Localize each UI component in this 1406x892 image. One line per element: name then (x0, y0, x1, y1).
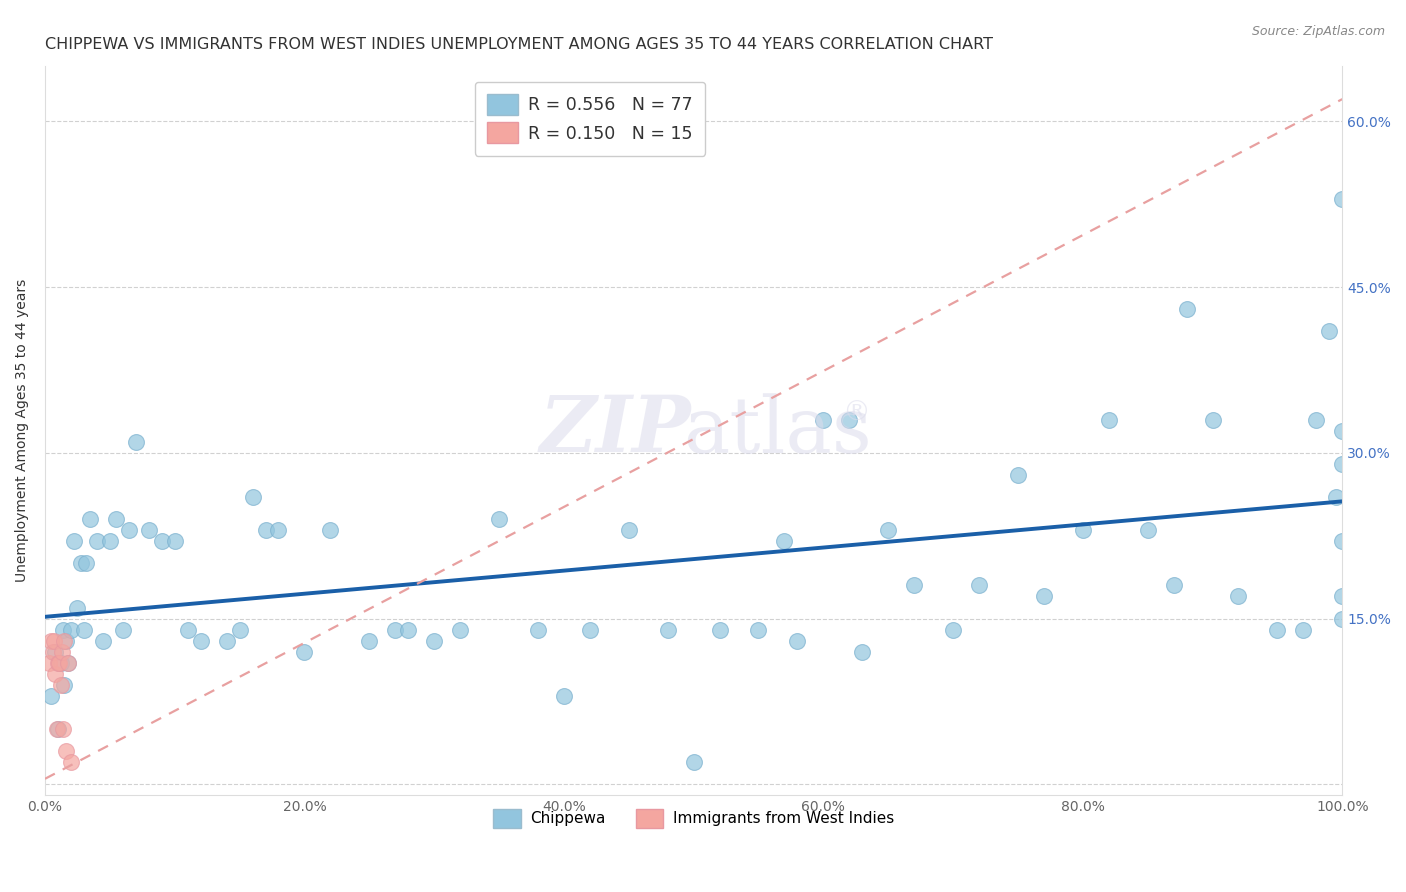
Point (942, 623, 965, 637)
Point (747, 623, 769, 637)
Point (786, 633, 808, 648)
Point (1305, 412, 1327, 426)
Point (1032, 590, 1054, 604)
Point (38, 656, 60, 670)
Point (488, 512, 510, 526)
Point (70, 557, 93, 571)
Point (709, 623, 731, 637)
Point (55, 633, 77, 648)
Point (1136, 523, 1159, 537)
Y-axis label: Unemployment Among Ages 35 to 44 years: Unemployment Among Ages 35 to 44 years (15, 279, 30, 582)
Point (1331, 611, 1354, 625)
Point (79, 512, 101, 526)
Point (52, 722, 75, 736)
Point (76, 557, 98, 571)
Point (44, 666, 66, 681)
Point (59, 756, 82, 770)
Point (1007, 467, 1029, 482)
Point (1331, 424, 1354, 438)
Point (1331, 534, 1354, 549)
Point (45, 722, 67, 736)
Point (48, 656, 70, 670)
Point (254, 523, 277, 537)
Text: ®: ® (842, 399, 870, 426)
Point (42, 633, 65, 648)
Point (396, 623, 419, 637)
Point (105, 512, 128, 526)
Point (294, 645, 316, 659)
Point (1317, 324, 1340, 338)
Point (851, 645, 873, 659)
Point (1292, 623, 1315, 637)
Point (42, 645, 65, 659)
Point (682, 756, 704, 770)
Point (838, 412, 860, 426)
Text: atlas: atlas (683, 392, 872, 468)
Point (903, 578, 925, 592)
Point (1324, 490, 1347, 504)
Point (49, 656, 72, 670)
Point (1098, 412, 1121, 426)
Point (384, 623, 406, 637)
Text: Source: ZipAtlas.com: Source: ZipAtlas.com (1251, 25, 1385, 38)
Point (267, 523, 290, 537)
Point (449, 623, 471, 637)
Point (125, 434, 148, 449)
Point (55, 744, 77, 758)
Point (73, 623, 96, 637)
Point (190, 633, 212, 648)
Point (49, 678, 72, 692)
Point (62, 534, 84, 549)
Point (46, 656, 69, 670)
Point (51, 645, 73, 659)
Point (1227, 590, 1250, 604)
Point (53, 633, 76, 648)
Point (59, 623, 82, 637)
Point (163, 534, 186, 549)
Point (1267, 623, 1289, 637)
Point (319, 523, 342, 537)
Point (118, 523, 141, 537)
Text: ZIP: ZIP (540, 392, 692, 469)
Point (1071, 523, 1094, 537)
Point (98, 534, 121, 549)
Point (813, 412, 835, 426)
Point (242, 490, 264, 504)
Point (1201, 412, 1223, 426)
Point (1331, 192, 1354, 206)
Point (657, 623, 679, 637)
Point (215, 633, 238, 648)
Point (46, 722, 69, 736)
Point (228, 623, 250, 637)
Point (93, 633, 115, 648)
Point (66, 600, 89, 615)
Point (877, 523, 900, 537)
Text: CHIPPEWA VS IMMIGRANTS FROM WEST INDIES UNEMPLOYMENT AMONG AGES 35 TO 44 YEARS C: CHIPPEWA VS IMMIGRANTS FROM WEST INDIES … (45, 37, 993, 53)
Point (41, 689, 63, 703)
Point (138, 523, 160, 537)
Point (41, 633, 63, 648)
Point (53, 678, 76, 692)
Point (579, 623, 602, 637)
Point (553, 689, 575, 703)
Point (1163, 578, 1185, 592)
Point (58, 656, 80, 670)
Point (617, 523, 640, 537)
Legend: Chippewa, Immigrants from West Indies: Chippewa, Immigrants from West Indies (485, 801, 901, 835)
Point (111, 623, 134, 637)
Point (176, 623, 198, 637)
Point (58, 656, 80, 670)
Point (527, 623, 550, 637)
Point (1331, 457, 1354, 471)
Point (967, 578, 990, 592)
Point (86, 534, 108, 549)
Point (52, 623, 75, 637)
Point (1331, 590, 1354, 604)
Point (44, 645, 66, 659)
Point (359, 633, 381, 648)
Point (773, 534, 796, 549)
Point (1175, 302, 1198, 317)
Point (423, 633, 446, 648)
Point (150, 534, 173, 549)
